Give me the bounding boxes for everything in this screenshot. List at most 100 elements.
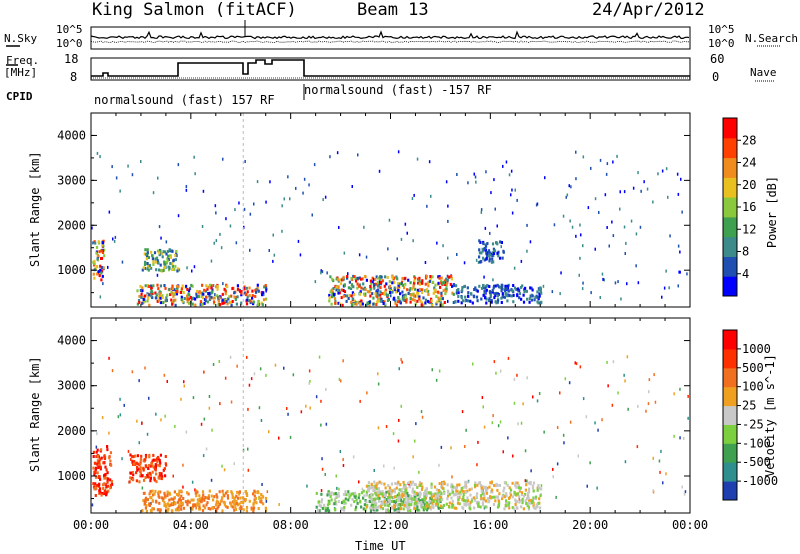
region-echo-0-5 (483, 258, 486, 262)
scatter-echo (377, 382, 380, 386)
freq-label: Freq. (6, 54, 40, 67)
region-echo-0-4 (486, 284, 489, 288)
region-echo-0-2 (161, 294, 164, 298)
region-echo-0-1 (169, 255, 172, 259)
region-echo-1-0 (104, 483, 107, 487)
scatter-echo (315, 395, 318, 399)
region-echo-1-1 (139, 457, 142, 461)
region-echo-1-4 (370, 497, 373, 501)
region-echo-1-2 (242, 501, 245, 504)
region-echo-1-2 (208, 489, 211, 493)
scatter-echo (418, 470, 420, 474)
scatter-echo (447, 219, 449, 223)
scatter-echo (91, 226, 93, 230)
region-echo-0-5 (487, 249, 491, 253)
region-echo-0-1 (158, 251, 161, 255)
region-echo-1-2 (253, 489, 256, 493)
xtick-label: 20:00 (572, 518, 608, 532)
region-echo-0-1 (168, 248, 171, 252)
region-echo-0-3 (434, 288, 437, 292)
scatter-echo (340, 379, 342, 383)
scatter-echo (234, 208, 236, 212)
time-xlabel: Time UT (355, 539, 406, 553)
region-echo-1-3 (402, 498, 405, 501)
scatter-echo (272, 233, 274, 237)
region-echo-0-4 (526, 297, 529, 301)
region-echo-0-3 (383, 300, 386, 304)
region-echo-1-4 (489, 481, 492, 485)
region-echo-1-2 (234, 505, 237, 509)
colorbar-swatch (723, 276, 737, 297)
region-echo-0-3 (409, 293, 413, 297)
region-echo-1-2 (252, 492, 255, 496)
region-echo-1-4 (397, 492, 401, 496)
region-echo-1-2 (242, 508, 245, 512)
region-echo-0-3 (383, 290, 386, 294)
region-echo-1-4 (503, 507, 506, 511)
region-echo-1-4 (435, 488, 438, 492)
scatter-echo (599, 158, 602, 162)
region-echo-0-3 (377, 299, 380, 303)
scatter-echo (511, 211, 514, 215)
scatter-echo (585, 415, 588, 419)
region-echo-1-2 (200, 498, 204, 502)
region-echo-0-4 (495, 301, 498, 305)
scatter-echo (601, 272, 604, 276)
region-echo-1-1 (157, 457, 160, 461)
scatter-echo (658, 459, 661, 463)
scatter-echo (623, 190, 626, 194)
region-echo-0-2 (195, 292, 198, 296)
region-echo-1-2 (157, 508, 160, 512)
region-echo-0-5 (478, 239, 481, 243)
region-echo-1-4 (508, 506, 511, 510)
scatter-echo (517, 422, 519, 426)
scatter-echo (266, 490, 269, 494)
region-echo-1-3 (416, 493, 419, 497)
scatter-echo (121, 457, 123, 461)
region-echo-1-1 (162, 468, 165, 472)
region-echo-1-4 (439, 495, 443, 499)
region-echo-0-3 (347, 286, 350, 290)
region-echo-0-3 (443, 301, 446, 304)
region-echo-0-2 (186, 288, 189, 291)
station-title: King Salmon (fitACF) (92, 0, 297, 20)
region-echo-0-2 (260, 291, 263, 294)
scatter-echo (652, 489, 654, 493)
scatter-echo (359, 399, 361, 403)
region-echo-1-4 (538, 497, 541, 501)
region-echo-1-4 (407, 481, 410, 485)
region-echo-1-0 (109, 459, 112, 463)
region-echo-1-4 (404, 488, 407, 492)
region-echo-0-2 (188, 287, 192, 291)
region-echo-0-4 (476, 299, 479, 303)
region-echo-0-3 (436, 300, 439, 304)
region-echo-1-1 (135, 471, 138, 475)
region-echo-1-4 (515, 485, 518, 489)
region-echo-0-2 (199, 300, 202, 304)
region-echo-1-1 (157, 463, 160, 467)
region-echo-1-2 (163, 500, 166, 504)
region-echo-1-4 (431, 505, 434, 509)
region-echo-1-1 (159, 461, 162, 465)
region-echo-1-2 (216, 506, 219, 510)
region-echo-1-4 (536, 488, 539, 492)
region-echo-1-3 (326, 503, 330, 507)
region-echo-0-2 (249, 299, 252, 303)
scatter-echo (208, 406, 211, 410)
region-echo-0-2 (181, 299, 184, 303)
region-echo-0-3 (335, 285, 338, 289)
region-echo-1-4 (406, 504, 409, 508)
region-echo-1-4 (430, 482, 433, 486)
region-echo-1-3 (348, 495, 351, 499)
region-echo-1-3 (426, 508, 429, 512)
region-echo-0-1 (147, 256, 150, 259)
region-echo-0-3 (448, 275, 451, 279)
region-echo-1-3 (317, 500, 320, 504)
region-echo-1-3 (351, 497, 354, 501)
region-echo-1-4 (472, 496, 475, 500)
region-echo-1-1 (131, 471, 134, 474)
region-echo-1-4 (469, 493, 472, 497)
region-echo-0-3 (418, 295, 421, 299)
region-echo-1-4 (515, 499, 518, 503)
region-echo-1-2 (141, 509, 144, 512)
